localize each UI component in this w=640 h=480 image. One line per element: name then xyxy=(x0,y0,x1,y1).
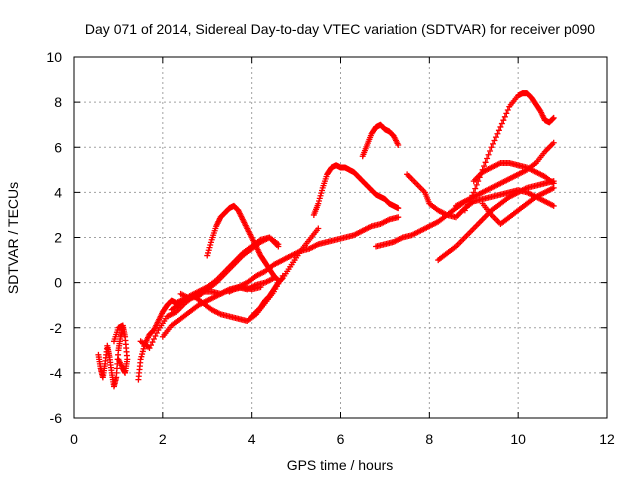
x-tick-label: 8 xyxy=(425,431,433,447)
data-point xyxy=(503,110,510,117)
y-tick-label: 8 xyxy=(54,94,62,110)
data-point xyxy=(152,333,159,340)
data-point xyxy=(482,159,489,166)
data-point xyxy=(257,284,264,291)
y-tick-label: -4 xyxy=(50,365,63,381)
data-point xyxy=(153,330,160,337)
data-point xyxy=(473,181,480,188)
data-point xyxy=(461,207,468,214)
data-point xyxy=(463,204,470,211)
data-point xyxy=(491,137,498,144)
data-point xyxy=(501,113,508,120)
data-point xyxy=(150,336,157,343)
x-axis-label: GPS time / hours xyxy=(287,457,394,473)
data-point xyxy=(489,140,496,147)
data-point xyxy=(497,123,504,130)
data-point xyxy=(487,148,494,155)
x-tick-label: 4 xyxy=(248,431,256,447)
data-point xyxy=(149,339,156,346)
x-tick-label: 10 xyxy=(510,431,526,447)
data-point xyxy=(550,202,557,209)
y-tick-label: 10 xyxy=(46,49,62,65)
data-point xyxy=(484,155,491,162)
data-point xyxy=(115,356,122,363)
data-point xyxy=(466,198,473,205)
data-point xyxy=(495,127,502,134)
x-tick-label: 6 xyxy=(337,431,345,447)
data-point xyxy=(481,163,488,170)
data-point xyxy=(279,275,286,282)
data-point xyxy=(146,345,153,352)
data-point xyxy=(550,139,557,146)
y-tick-label: 6 xyxy=(54,139,62,155)
data-point xyxy=(485,151,492,158)
data-point xyxy=(550,114,557,121)
data-point xyxy=(469,192,476,199)
data-point xyxy=(549,115,556,122)
data-point xyxy=(492,134,499,141)
y-tick-label: -6 xyxy=(50,410,63,426)
x-tick-label: 2 xyxy=(159,431,167,447)
data-point xyxy=(464,201,471,208)
data-point xyxy=(504,107,511,114)
data-points xyxy=(95,90,557,390)
x-tick-label: 12 xyxy=(599,431,615,447)
data-point xyxy=(488,144,495,151)
data-point xyxy=(498,120,505,127)
y-axis-label: SDTVAR / TECUs xyxy=(5,182,21,294)
data-point xyxy=(275,243,282,250)
data-point xyxy=(395,141,402,148)
data-point xyxy=(315,225,322,232)
data-point xyxy=(147,342,154,349)
data-point xyxy=(500,117,507,124)
ticks: 0 2 4 6 8 10 12 -6 -4 -2 0 2 4 6 8 10 xyxy=(46,49,615,447)
data-point xyxy=(470,189,477,196)
y-tick-label: 4 xyxy=(54,184,62,200)
y-tick-label: 0 xyxy=(54,275,62,291)
data-point xyxy=(494,130,501,137)
chart-title: Day 071 of 2014, Sidereal Day-to-day VTE… xyxy=(85,21,595,37)
data-point xyxy=(467,195,474,202)
data-point xyxy=(395,214,402,221)
x-tick-label: 0 xyxy=(70,431,78,447)
data-point xyxy=(550,184,557,191)
data-point xyxy=(472,185,479,192)
y-tick-label: 2 xyxy=(54,230,62,246)
y-tick-label: -2 xyxy=(50,320,63,336)
data-point xyxy=(395,205,402,212)
